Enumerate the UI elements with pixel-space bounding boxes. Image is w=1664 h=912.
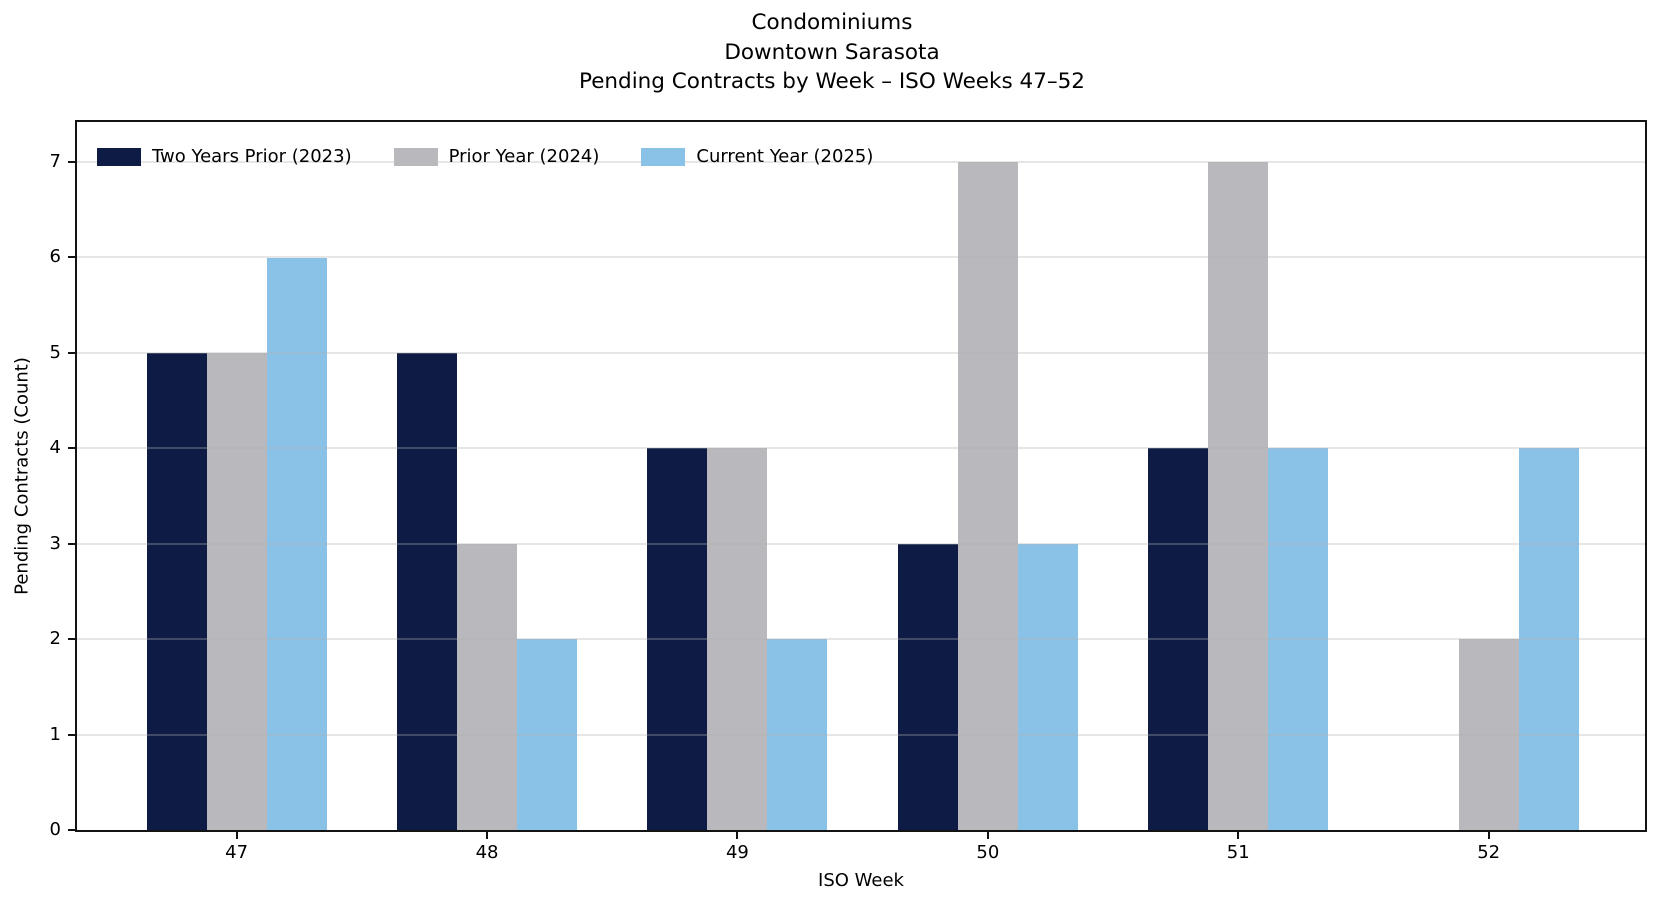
legend-swatch-prior-year — [393, 147, 438, 166]
y-tick-label-4: 4 — [49, 437, 61, 459]
y-tick-mark-2 — [68, 638, 77, 641]
bar-week-50-series-0 — [897, 543, 958, 830]
bar-week-47-series-1 — [206, 352, 267, 830]
bar-week-51-series-2 — [1268, 448, 1329, 830]
y-tick-mark-3 — [68, 542, 77, 545]
bar-week-50-series-1 — [957, 162, 1018, 830]
bar-group-week-51 — [1148, 122, 1329, 830]
x-tick-mark-52 — [1487, 830, 1490, 839]
legend-label-two-years-prior: Two Years Prior (2023) — [152, 146, 352, 167]
gridline-y-7 — [77, 161, 1645, 164]
bar-group-week-52 — [1399, 122, 1579, 830]
bar-group-week-48 — [397, 122, 578, 830]
x-tick-mark-48 — [486, 830, 489, 839]
chart-title-line-2: Downtown Sarasota — [724, 39, 940, 65]
legend-label-prior-year: Prior Year (2024) — [448, 146, 600, 167]
legend-item-prior-year: Prior Year (2024) — [393, 146, 600, 167]
bar-week-49-series-1 — [707, 448, 768, 830]
gridline-y-5 — [77, 351, 1645, 354]
y-axis-label: Pending Contracts (Count) — [11, 357, 33, 595]
x-tick-mark-50 — [986, 830, 989, 839]
y-tick-label-2: 2 — [49, 628, 61, 650]
bar-week-48-series-1 — [457, 543, 518, 830]
legend-item-two-years-prior: Two Years Prior (2023) — [97, 146, 352, 167]
bar-group-week-47 — [146, 122, 327, 830]
bar-week-51-series-0 — [1148, 448, 1209, 830]
gridline-y-2 — [77, 638, 1645, 641]
gridline-y-4 — [77, 447, 1645, 450]
legend: Two Years Prior (2023) Prior Year (2024)… — [97, 146, 873, 167]
y-tick-label-6: 6 — [49, 246, 61, 268]
chart-title-line-1: Condominiums — [751, 10, 913, 35]
x-tick-label-49: 49 — [725, 842, 749, 863]
x-tick-label-50: 50 — [976, 842, 1000, 863]
chart-title-line-3: Pending Contracts by Week – ISO Weeks 47… — [579, 69, 1085, 94]
y-tick-mark-4 — [68, 447, 77, 450]
legend-label-current-year: Current Year (2025) — [696, 146, 874, 167]
gridline-y-6 — [77, 256, 1645, 259]
gridline-y-3 — [77, 542, 1645, 545]
y-tick-label-5: 5 — [49, 341, 61, 363]
x-tick-label-51: 51 — [1226, 842, 1250, 863]
gridline-y-1 — [77, 733, 1645, 736]
bar-week-48-series-2 — [517, 639, 578, 830]
bar-week-51-series-1 — [1208, 162, 1269, 830]
bar-group-week-50 — [897, 122, 1078, 830]
bar-week-49-series-0 — [647, 448, 708, 830]
y-tick-mark-5 — [68, 351, 77, 354]
chart-title: Condominiums Downtown Sarasota Pending C… — [0, 8, 1664, 97]
y-tick-label-3: 3 — [49, 532, 61, 554]
bar-group-week-49 — [647, 122, 828, 830]
x-tick-label-52: 52 — [1477, 842, 1501, 863]
y-tick-mark-1 — [68, 733, 77, 736]
legend-swatch-current-year — [641, 147, 686, 166]
y-tick-mark-6 — [68, 256, 77, 259]
y-tick-label-1: 1 — [49, 723, 61, 745]
y-tick-label-7: 7 — [49, 151, 61, 173]
bar-week-50-series-2 — [1017, 543, 1078, 830]
plot-area: Two Years Prior (2023) Prior Year (2024)… — [50, 120, 1647, 863]
x-tick-label-47: 47 — [225, 842, 249, 863]
y-tick-mark-7 — [68, 161, 77, 164]
bar-week-52-series-2 — [1518, 448, 1579, 830]
y-tick-label-0: 0 — [49, 819, 61, 840]
bar-week-47-series-2 — [266, 257, 327, 830]
bar-week-52-series-1 — [1458, 639, 1519, 830]
y-tick-mark-0 — [68, 829, 77, 831]
x-axis-label: ISO Week — [818, 870, 904, 891]
legend-swatch-two-years-prior — [97, 147, 141, 166]
bar-week-49-series-2 — [767, 639, 828, 830]
bar-week-47-series-0 — [146, 352, 207, 830]
x-tick-label-48: 48 — [475, 842, 499, 863]
x-tick-mark-49 — [736, 830, 739, 839]
bar-week-48-series-0 — [397, 352, 458, 830]
legend-item-current-year: Current Year (2025) — [641, 146, 873, 167]
x-tick-mark-47 — [235, 830, 238, 839]
x-tick-mark-51 — [1237, 830, 1240, 839]
